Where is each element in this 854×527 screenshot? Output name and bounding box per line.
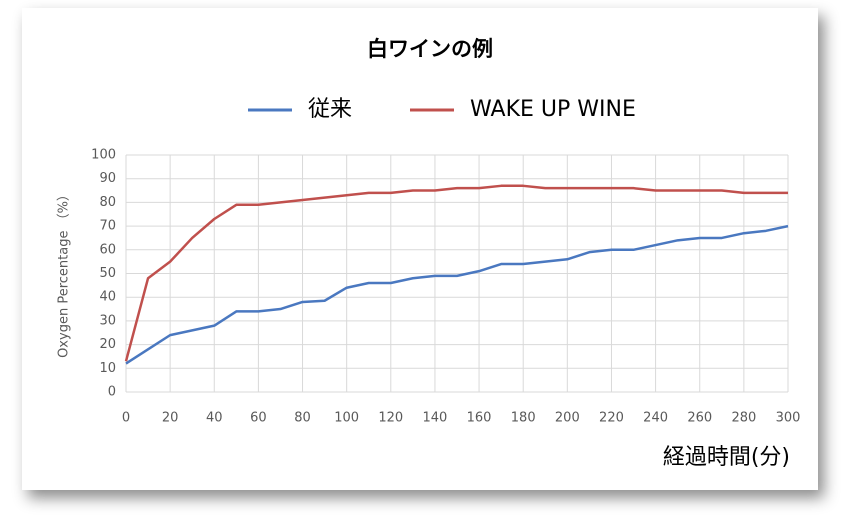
legend-label: 従来 xyxy=(308,97,352,122)
y-tick-label: 60 xyxy=(99,242,116,257)
y-tick-label: 100 xyxy=(91,148,116,163)
series-line xyxy=(124,184,788,362)
y-tick-label: 90 xyxy=(99,171,116,186)
y-tick-label: 10 xyxy=(99,361,116,376)
x-tick-label: 140 xyxy=(423,411,448,426)
y-tick-label: 40 xyxy=(99,290,116,305)
x-tick-label: 120 xyxy=(378,411,403,426)
y-tick-label: 20 xyxy=(99,337,116,352)
x-tick-label: 220 xyxy=(599,411,624,426)
x-tick-label: 240 xyxy=(643,411,668,426)
y-tick-label: 70 xyxy=(99,219,116,234)
legend-label: WAKE UP WINE xyxy=(470,97,636,122)
series-line xyxy=(125,224,789,365)
x-tick-label: 200 xyxy=(555,411,580,426)
x-tick-label: 300 xyxy=(776,411,801,426)
y-tick-label: 30 xyxy=(99,313,116,328)
x-tick-label: 0 xyxy=(122,411,130,426)
y-tick-label: 80 xyxy=(99,195,116,210)
x-tick-label: 20 xyxy=(162,411,179,426)
chart-card xyxy=(22,8,818,490)
x-tick-label: 260 xyxy=(687,411,712,426)
x-tick-label: 180 xyxy=(511,411,536,426)
y-tick-label: 50 xyxy=(99,266,116,281)
x-tick-label: 60 xyxy=(250,411,267,426)
chart-title: 白ワインの例 xyxy=(367,37,493,61)
x-tick-label: 160 xyxy=(467,411,492,426)
x-tick-label: 100 xyxy=(334,411,359,426)
x-tick-label: 80 xyxy=(294,411,311,426)
x-tick-label: 280 xyxy=(731,411,756,426)
y-tick-label: 0 xyxy=(108,385,116,400)
x-tick-label: 40 xyxy=(206,411,223,426)
x-axis-label: 経過時間(分) xyxy=(663,445,790,470)
y-axis-label: Oxygen Percentage （%） xyxy=(57,188,72,358)
